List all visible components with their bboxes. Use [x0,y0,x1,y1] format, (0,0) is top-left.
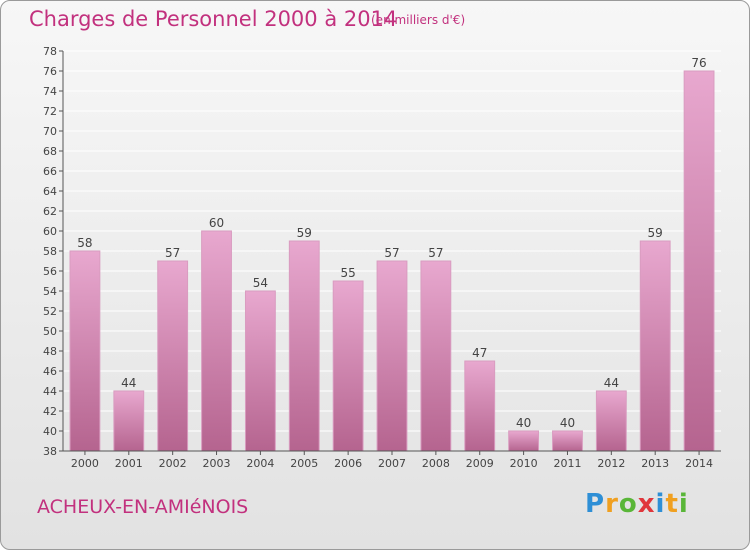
logo-letter: i [678,489,689,519]
y-tick-label: 38 [43,445,57,458]
y-tick-label: 68 [43,145,57,158]
y-tick-label: 58 [43,245,57,258]
bar [69,250,101,452]
y-tick-label: 62 [43,205,57,218]
bar [464,360,496,452]
y-tick-label: 60 [43,225,57,238]
place-name: ACHEUX-EN-AMIéNOIS [37,496,249,518]
x-tick-label: 2007 [378,457,406,470]
y-tick-label: 66 [43,165,57,178]
y-tick-label: 70 [43,125,57,138]
x-tick-label: 2012 [597,457,625,470]
bar [508,430,540,452]
x-tick-label: 2006 [334,457,362,470]
bar [552,430,583,452]
y-tick-label: 72 [43,105,57,118]
bar [595,390,627,452]
x-tick-label: 2004 [246,457,274,470]
bar-value-label: 59 [648,226,663,240]
x-tick-label: 2002 [159,457,187,470]
y-tick-label: 76 [43,65,57,78]
x-tick-label: 2013 [641,457,669,470]
x-tick-label: 2014 [685,457,713,470]
bar-value-label: 76 [691,56,706,70]
x-tick-label: 2005 [290,457,318,470]
bar-value-label: 59 [297,226,312,240]
bar-value-label: 58 [77,236,92,250]
bar [332,280,364,452]
y-tick-label: 48 [43,345,57,358]
logo-letter: r [605,489,619,519]
bar [288,240,320,452]
bar-value-label: 47 [472,346,487,360]
bar-value-label: 57 [384,246,399,260]
bar [420,260,452,452]
y-tick-label: 78 [43,45,57,58]
y-tick-label: 52 [43,305,57,318]
y-tick-label: 64 [43,185,57,198]
x-tick-label: 2000 [71,457,99,470]
bar [639,240,671,452]
bar-value-label: 60 [209,216,224,230]
bar-value-label: 57 [428,246,443,260]
bar [113,390,145,452]
bar-value-label: 55 [340,266,355,280]
x-tick-label: 2010 [510,457,538,470]
y-tick-label: 40 [43,425,57,438]
x-tick-label: 2008 [422,457,450,470]
logo-letter: P [585,489,606,519]
bar-value-label: 57 [165,246,180,260]
chart-title: Charges de Personnel 2000 à 2014 [29,7,398,31]
y-tick-label: 44 [43,385,57,398]
bars: 58 44 57 60 54 59 55 57 57 47 40 40 44 59 76 [69,56,715,452]
bar-value-label: 44 [121,376,136,390]
y-tick-label: 74 [43,85,57,98]
bar-chart: 58 44 57 60 54 59 55 57 57 47 40 40 44 59 76 38 40 42 44 4… [43,45,721,470]
y-tick-label: 56 [43,265,57,278]
logo-letter: i [655,489,666,519]
bar-value-label: 40 [560,416,575,430]
bar-value-label: 44 [604,376,619,390]
x-tick-label: 2009 [466,457,494,470]
y-tick-label: 54 [43,285,57,298]
logo-letter: x [637,489,656,519]
y-tick-label: 42 [43,405,57,418]
x-tick-label: 2001 [115,457,143,470]
logo-letter: t [665,489,679,519]
bar [201,230,232,452]
x-tick-label: 2011 [553,457,581,470]
bar-value-label: 54 [253,276,268,290]
y-tick-label: 46 [43,365,57,378]
proxiti-logo: Proxiti [585,489,689,519]
y-tick-label: 50 [43,325,57,338]
bar-value-label: 40 [516,416,531,430]
bar [683,70,715,452]
bar [244,290,276,452]
chart-subtitle: (en milliers d'€) [371,13,466,27]
bar [376,260,408,452]
axes: 38 40 42 44 46 48 50 52 54 56 58 60 62 64 66 68 70 72 74 76… [43,45,721,470]
bar [157,260,189,452]
x-tick-label: 2003 [203,457,231,470]
logo-letter: o [618,489,638,519]
